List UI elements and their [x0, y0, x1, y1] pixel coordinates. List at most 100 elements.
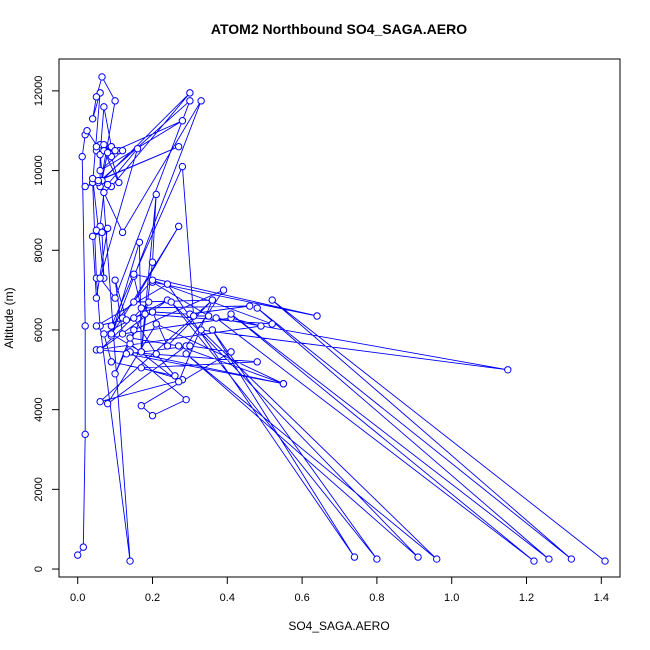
x-tick-label: 0.6 — [294, 592, 309, 604]
data-point — [178, 162, 187, 171]
data-point — [96, 397, 104, 406]
data-point — [148, 308, 157, 316]
y-tick-label: 4000 — [33, 397, 45, 421]
data-point — [141, 310, 149, 318]
data-point — [81, 430, 89, 439]
data-point — [107, 358, 116, 366]
data-point — [92, 322, 101, 330]
data-point — [174, 142, 183, 151]
data-point — [107, 330, 116, 338]
data-point — [148, 258, 157, 266]
data-point — [545, 555, 553, 563]
data-point — [92, 142, 101, 151]
data-point — [178, 117, 187, 125]
data-point — [148, 276, 157, 284]
y-tick-label: 6000 — [33, 318, 45, 342]
data-point — [103, 148, 112, 157]
data-point — [126, 557, 134, 565]
data-point — [219, 286, 228, 294]
data-point — [118, 228, 127, 237]
y-tick-label: 8000 — [33, 238, 45, 262]
data-point — [81, 322, 89, 330]
data-point — [130, 314, 138, 322]
data-point — [148, 411, 157, 420]
data-point — [83, 127, 91, 135]
data-point — [152, 190, 160, 199]
data-point — [79, 543, 88, 551]
data-point — [98, 73, 106, 81]
data-point — [96, 346, 104, 354]
data-point — [504, 366, 512, 374]
data-point — [227, 348, 235, 356]
x-axis-label: SO4_SAGA.AERO — [288, 619, 389, 633]
y-tick-label: 12000 — [33, 76, 45, 107]
data-point — [96, 274, 104, 282]
x-tick-label: 1.2 — [519, 592, 534, 604]
data-point — [115, 178, 123, 187]
data-point — [208, 326, 217, 334]
data-point — [111, 146, 119, 155]
x-axis: 0.0 0.2 0.4 0.6 0.8 1.0 1.2 1.4 — [70, 576, 609, 604]
data-point — [96, 166, 104, 175]
data-point — [313, 312, 321, 320]
data-point — [111, 294, 119, 302]
data-point — [111, 370, 119, 378]
x-tick-label: 1.0 — [444, 592, 459, 604]
data-point — [145, 298, 153, 306]
data-point — [163, 280, 172, 288]
data-point — [103, 399, 112, 408]
data-point — [268, 320, 276, 328]
data-point — [152, 320, 160, 328]
data-point — [118, 330, 127, 338]
y-tick-label: 2000 — [33, 477, 45, 501]
data-point — [100, 103, 108, 111]
data-point — [98, 228, 106, 237]
data-point — [186, 97, 194, 105]
data-point — [81, 182, 89, 191]
data-point — [433, 555, 441, 563]
data-point — [174, 342, 183, 350]
data-point — [601, 557, 609, 565]
data-point — [92, 294, 101, 302]
data-point — [103, 180, 112, 189]
x-tick-label: 0.8 — [369, 592, 384, 604]
data-point — [163, 342, 172, 350]
data-point — [350, 553, 359, 561]
data-point — [530, 557, 538, 565]
data-point — [137, 304, 145, 312]
data-point — [78, 152, 86, 161]
data-point — [186, 89, 194, 97]
x-tick-label: 0.4 — [220, 592, 235, 604]
data-point — [94, 176, 102, 185]
data-point — [204, 312, 213, 320]
data-point — [182, 350, 190, 358]
data-point — [567, 555, 576, 563]
data-point — [268, 296, 276, 304]
data-point — [100, 188, 108, 197]
data-point — [111, 97, 119, 105]
data-point — [130, 298, 138, 306]
y-axis: 0 2000 4000 6000 8000 10000 12000 — [33, 76, 60, 572]
data-point — [130, 326, 138, 334]
data-point — [182, 395, 190, 404]
data-point — [88, 115, 97, 123]
data-point — [373, 555, 381, 563]
data-point — [88, 232, 97, 241]
data-point — [118, 146, 127, 155]
data-point — [152, 350, 160, 358]
data-point — [414, 553, 422, 561]
data-point — [100, 330, 108, 338]
y-tick-label: 10000 — [33, 155, 45, 186]
data-point — [174, 378, 183, 386]
x-tick-label: 0.2 — [145, 592, 160, 604]
y-axis-label: Altitude (m) — [2, 287, 16, 348]
data-point — [122, 350, 131, 358]
data-point — [197, 97, 205, 105]
data-point — [135, 238, 144, 246]
data-point — [253, 358, 261, 366]
data-point — [189, 312, 198, 320]
data-point — [171, 372, 179, 380]
data-point — [137, 401, 145, 410]
data-point — [122, 316, 131, 324]
data-point — [186, 342, 194, 350]
